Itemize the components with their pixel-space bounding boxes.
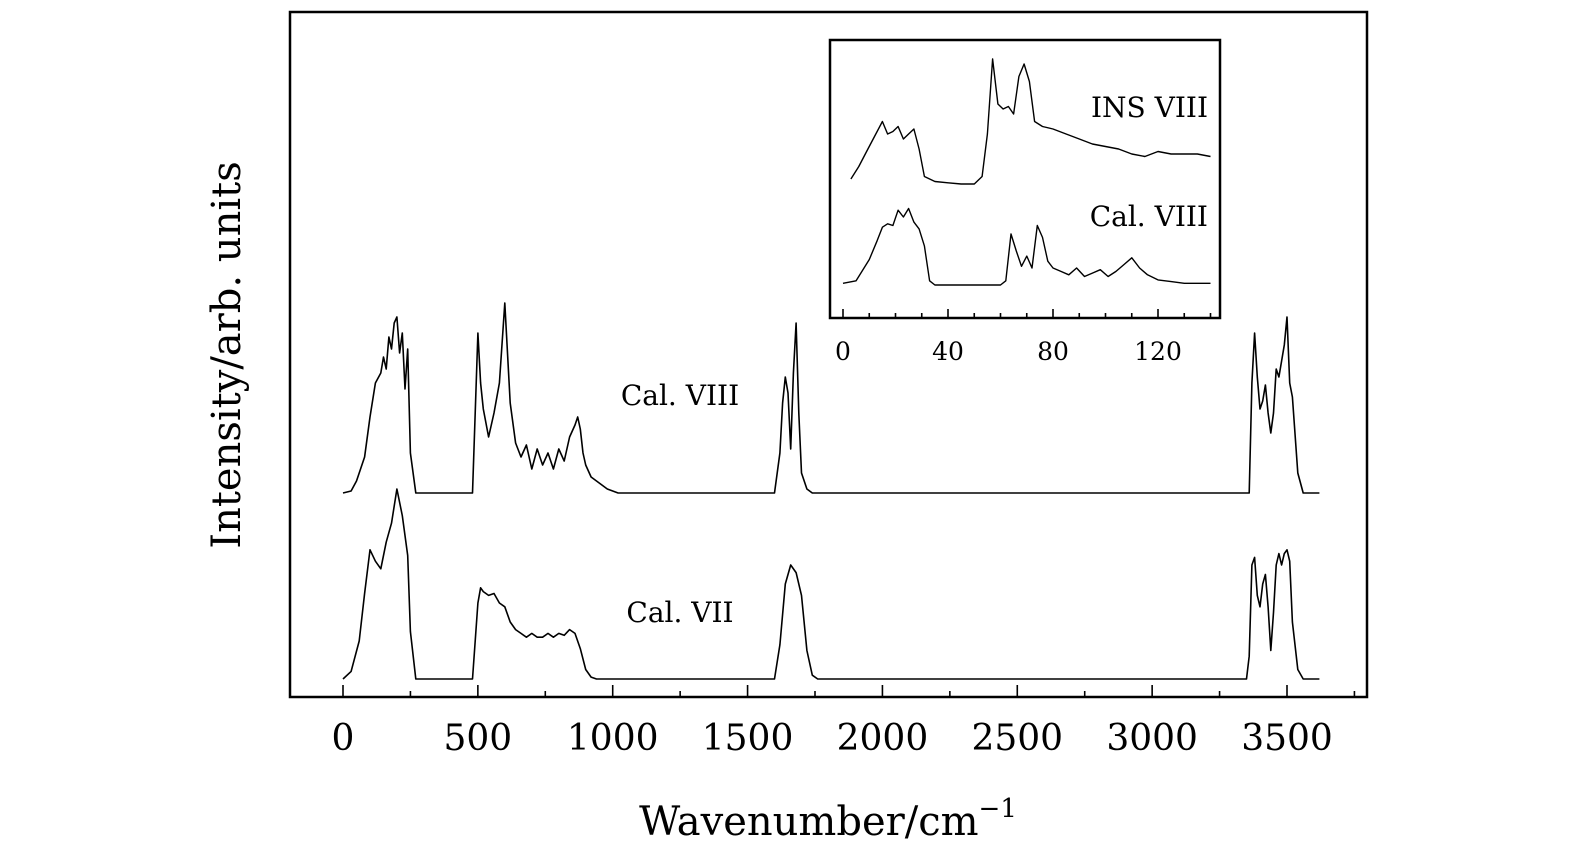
inset-series-labels: INS VIII Cal. VIII xyxy=(1090,91,1208,233)
series-line-cal-viii xyxy=(342,302,1320,494)
main-x-tick-label-3500: 3500 xyxy=(1241,718,1333,759)
inset-x-tick-label-40: 40 xyxy=(932,337,964,366)
x-axis-title-text: Wavenumber/cm xyxy=(639,799,978,845)
inset-plot-frame xyxy=(828,38,1222,320)
inset-series-label-ins-viii: INS VIII xyxy=(1091,91,1208,124)
main-plot-frame xyxy=(288,10,1369,699)
x-axis-title: Wavenumber/cm−1 xyxy=(639,794,1017,845)
series-label-cal-viii: Cal. VIII xyxy=(621,379,739,412)
main-x-tick-label-1500: 1500 xyxy=(702,718,794,759)
inset-x-axis-tick-labels: 0 40 80 120 xyxy=(835,337,1182,366)
series-label-cal-vii: Cal. VII xyxy=(626,596,733,629)
main-series-labels: Cal. VIII Cal. VII xyxy=(621,379,739,629)
main-traces xyxy=(342,302,1320,680)
inset-traces xyxy=(842,58,1211,286)
main-x-tick-label-1000: 1000 xyxy=(567,718,659,759)
x-axis-title-superscript: −1 xyxy=(979,794,1017,824)
main-x-tick-label-2000: 2000 xyxy=(837,718,929,759)
inset-series-line-cal-viii xyxy=(842,207,1211,286)
inset-series-line-ins-viii xyxy=(850,58,1211,185)
main-x-tick-label-0: 0 xyxy=(332,718,355,759)
inset-x-tick-label-80: 80 xyxy=(1037,337,1069,366)
main-x-tick-label-2500: 2500 xyxy=(971,718,1063,759)
inset-x-tick-label-0: 0 xyxy=(835,337,851,366)
main-x-axis-ticks xyxy=(342,685,1356,697)
inset-background xyxy=(830,40,1220,318)
main-x-axis-tick-labels: 0 500 1000 1500 2000 2500 3000 3500 xyxy=(332,718,1333,759)
inset-series-label-cal-viii: Cal. VIII xyxy=(1090,200,1208,233)
series-line-cal-vii xyxy=(342,488,1320,680)
y-axis-title: Intensity/arb. units xyxy=(204,161,250,548)
inset-x-axis-ticks xyxy=(842,309,1212,318)
inset-x-tick-label-120: 120 xyxy=(1134,337,1182,366)
main-x-tick-label-500: 500 xyxy=(443,718,512,759)
main-x-tick-label-3000: 3000 xyxy=(1106,718,1198,759)
